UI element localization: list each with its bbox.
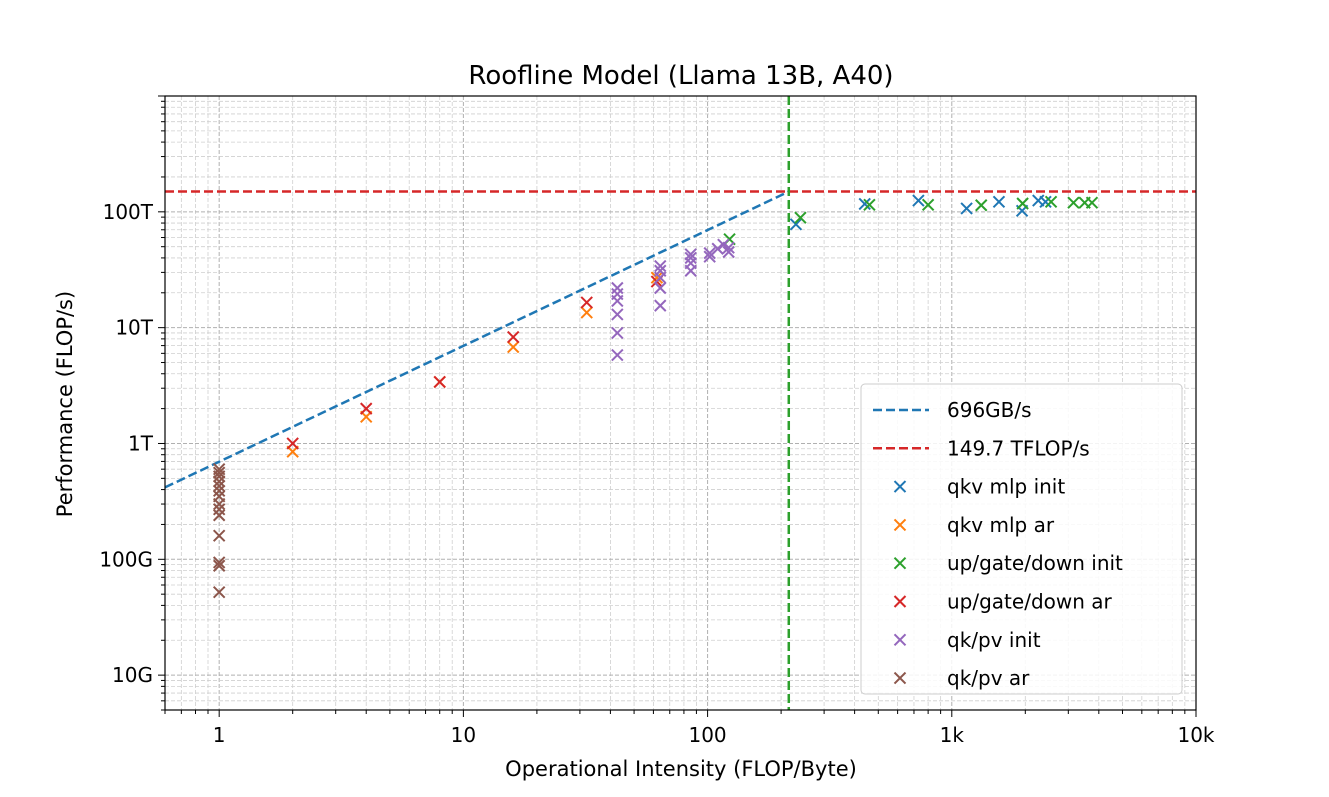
data-point: [611, 348, 624, 362]
legend-entry: qkv mlp init: [893, 475, 1065, 499]
data-point: [580, 306, 593, 319]
data-point: [212, 484, 226, 498]
data-point: [212, 529, 226, 542]
data-point: [580, 296, 593, 309]
y-tick-label: 10T: [115, 316, 153, 340]
data-point: [703, 246, 716, 260]
data-point: [858, 197, 871, 211]
data-point: [684, 251, 697, 265]
data-point: [611, 326, 624, 340]
data-point: [1039, 195, 1052, 209]
legend-entry: qk/pv init: [893, 628, 1041, 652]
x-tick-label: 10: [451, 723, 476, 747]
data-point: [1085, 196, 1099, 209]
y-tick-label: 100T: [103, 200, 154, 224]
legend-marker-swatch: [893, 633, 907, 647]
data-point: [684, 257, 697, 270]
data-point: [507, 340, 520, 354]
legend-marker-swatch: [893, 556, 907, 570]
y-tick-label: 100G: [99, 547, 153, 571]
legend-entry: up/gate/down init: [893, 551, 1123, 575]
data-point: [992, 195, 1006, 209]
legend-label: qk/pv ar: [947, 666, 1030, 690]
data-point: [611, 308, 624, 321]
data-point: [654, 264, 667, 277]
legend-label: 149.7 TFLOP/s: [947, 436, 1090, 460]
legend-label: up/gate/down init: [947, 551, 1123, 575]
data-point: [722, 245, 735, 259]
legend-marker-swatch: [893, 595, 907, 608]
axes: 1 10 100 1k 10k 10G 100G 1T 10T 100T: [99, 95, 1215, 747]
legend-entry: up/gate/down ar: [893, 590, 1113, 614]
legend-entry: qkv mlp ar: [893, 513, 1055, 537]
chart-title: Roofline Model (Llama 13B, A40): [468, 61, 893, 91]
data-point: [975, 199, 988, 212]
legend-label: qkv mlp init: [947, 475, 1065, 499]
x-axis-label: Operational Intensity (FLOP/Byte): [505, 757, 857, 781]
y-tick-label: 10G: [112, 663, 153, 687]
legend-entry: 149.7 TFLOP/s: [873, 436, 1090, 460]
data-point: [1044, 195, 1058, 209]
y-axis-label: Performance (FLOP/s): [53, 291, 77, 517]
legend-label: 696GB/s: [947, 398, 1032, 422]
data-point: [650, 271, 664, 284]
data-point: [433, 375, 446, 389]
bandwidth-roof-line: [165, 190, 790, 489]
data-point: [1016, 197, 1029, 210]
data-point: [611, 281, 624, 295]
data-point: [212, 585, 226, 599]
data-point: [863, 198, 876, 212]
data-point: [212, 490, 226, 503]
data-point: [286, 437, 299, 450]
legend-label: qk/pv init: [947, 628, 1041, 652]
data-point: [212, 503, 226, 516]
data-point: [212, 462, 226, 476]
x-tick-label: 1k: [940, 723, 965, 747]
data-point: [960, 202, 973, 215]
legend: 696GB/s 149.7 TFLOP/s qkv mlp init qkv mlp …: [860, 383, 1183, 695]
legend-entry: qk/pv ar: [893, 666, 1030, 690]
data-point: [654, 299, 667, 312]
data-point: [1067, 196, 1080, 209]
data-point: [654, 281, 667, 295]
data-point: [794, 211, 807, 224]
legend-entry: 696GB/s: [873, 398, 1032, 422]
data-point: [789, 218, 803, 231]
data-point: [912, 194, 925, 207]
legend-marker-swatch: [893, 671, 907, 685]
y-tick-label: 1T: [128, 431, 154, 455]
x-tick-label: 1: [213, 723, 226, 747]
legend-marker-swatch: [893, 518, 907, 532]
data-point: [684, 248, 697, 261]
legend-marker-swatch: [893, 480, 907, 493]
legend-box: [860, 383, 1183, 695]
data-point: [212, 556, 226, 569]
data-point: [212, 559, 226, 572]
legend-label: qkv mlp ar: [947, 513, 1055, 537]
data-point: [212, 475, 226, 488]
plot-area: [165, 96, 1196, 710]
x-tick-label: 100: [688, 723, 726, 747]
legend-label: up/gate/down ar: [947, 590, 1113, 614]
x-tick-label: 10k: [1177, 723, 1214, 747]
data-point: [212, 466, 226, 479]
axes-frame: [164, 95, 1197, 711]
data-point: [212, 479, 226, 493]
data-point: [711, 242, 724, 255]
data-point: [654, 259, 667, 273]
data-point: [921, 198, 935, 212]
data-point: [359, 402, 373, 415]
data-point: [722, 241, 735, 254]
data-point: [507, 330, 520, 344]
